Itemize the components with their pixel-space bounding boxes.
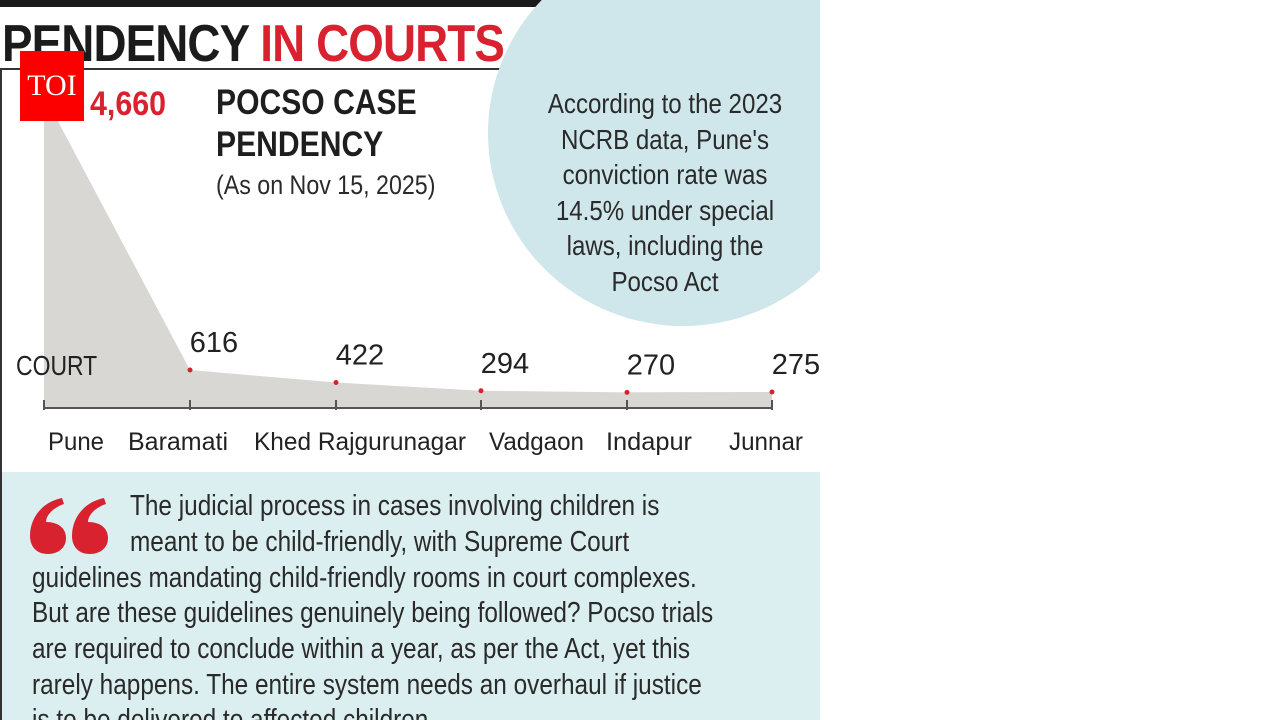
pendency-chart: 4,660 Pune 616 Baramati 422 Khed Rajgurunagar… xyxy=(43,85,820,456)
data-label: 275 xyxy=(772,349,820,381)
x-tick-label: Pune xyxy=(48,428,104,456)
quote-line: meant to be child-friendly, with Supreme… xyxy=(130,526,630,558)
quote-line: The judicial process in cases involving … xyxy=(130,490,660,522)
quote-line: rarely happens. The entire system needs … xyxy=(32,669,702,701)
note-line: NCRB data, Pune's xyxy=(560,123,770,155)
divider xyxy=(0,68,820,70)
chart-title: POCSO CASE PENDENCY xyxy=(216,83,417,164)
data-label: 616 xyxy=(190,327,238,359)
infographic: PENDENCY IN COURTS According to the 2023… xyxy=(0,0,820,720)
quote-open-icon xyxy=(30,498,108,554)
data-label: 294 xyxy=(481,348,529,380)
toi-logo: TOI xyxy=(20,51,84,121)
headline-part2: IN COURTS xyxy=(260,15,505,73)
data-point xyxy=(769,389,775,395)
x-tick-label: Baramati xyxy=(128,428,228,456)
data-point xyxy=(478,388,484,394)
quote-line: But are these guidelines genuinely being… xyxy=(32,597,714,629)
data-point xyxy=(624,389,630,395)
data-label: 4,660 xyxy=(90,85,166,123)
x-tick-label: Khed Rajgurunagar xyxy=(254,428,466,456)
chart-subtitle: (As on Nov 15, 2025) xyxy=(216,170,436,200)
note-line: Pocso Act xyxy=(611,265,719,297)
area-fill xyxy=(44,95,772,408)
data-point xyxy=(187,367,193,373)
quote-line: guidelines mandating child-friendly room… xyxy=(32,562,697,594)
top-bar xyxy=(0,0,820,7)
data-point xyxy=(333,380,339,386)
x-tick-label: Junnar xyxy=(729,428,803,456)
data-label: 270 xyxy=(627,349,675,381)
quote-line: is to be delivered to affected children. xyxy=(32,704,436,720)
x-tick-label: Vadgaon xyxy=(489,428,584,456)
note-line: laws, including the xyxy=(566,230,764,261)
ncrb-note: According to the 2023 NCRB data, Pune's … xyxy=(536,86,794,299)
x-tick-label: Indapur xyxy=(606,428,692,456)
note-line: conviction rate was xyxy=(562,159,768,190)
data-label: 422 xyxy=(336,340,384,372)
left-border xyxy=(0,68,2,720)
note-line: According to the 2023 xyxy=(547,88,783,119)
quote-box xyxy=(2,472,820,720)
quote-line: are required to conclude within a year, … xyxy=(32,633,691,665)
x-axis-label: COURT xyxy=(16,350,98,381)
note-line: 14.5% under special xyxy=(555,194,775,226)
